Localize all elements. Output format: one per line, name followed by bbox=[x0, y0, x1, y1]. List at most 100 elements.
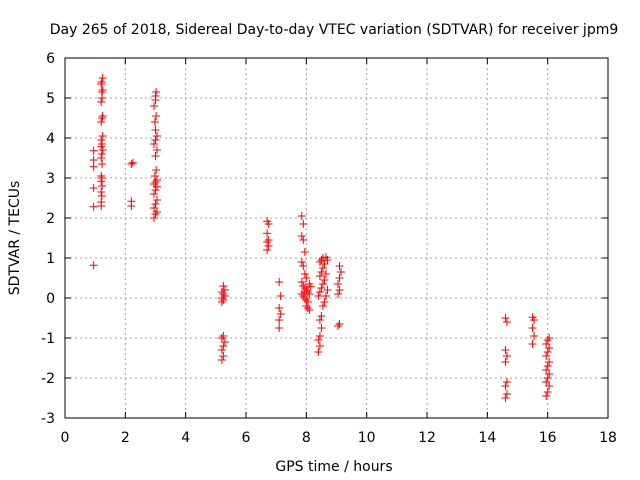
data-point bbox=[276, 310, 285, 318]
data-point bbox=[217, 334, 226, 342]
data-point bbox=[502, 318, 511, 326]
x-tick-label: 10 bbox=[358, 430, 376, 446]
data-point bbox=[97, 174, 106, 182]
chart-title: Day 265 of 2018, Sidereal Day-to-day VTE… bbox=[50, 22, 619, 38]
data-point bbox=[151, 152, 160, 160]
y-tick-label: -2 bbox=[41, 371, 55, 387]
data-point bbox=[300, 270, 309, 278]
data-point bbox=[263, 229, 272, 238]
data-point bbox=[335, 274, 344, 282]
data-point bbox=[320, 298, 329, 306]
data-point bbox=[151, 200, 160, 208]
data-point bbox=[98, 74, 107, 82]
data-point bbox=[501, 358, 510, 366]
data-point bbox=[543, 374, 552, 382]
data-point bbox=[297, 258, 306, 266]
x-tick-label: 16 bbox=[539, 430, 557, 446]
data-point bbox=[317, 268, 326, 276]
data-point bbox=[528, 313, 537, 322]
data-point bbox=[303, 304, 312, 312]
gridlines bbox=[65, 58, 608, 418]
data-point bbox=[275, 304, 284, 312]
data-point bbox=[151, 126, 160, 134]
data-point bbox=[151, 92, 160, 100]
data-point bbox=[152, 88, 161, 96]
data-point bbox=[501, 346, 510, 354]
data-point bbox=[97, 172, 106, 180]
data-point bbox=[542, 366, 551, 374]
data-point bbox=[543, 348, 552, 356]
data-point bbox=[98, 140, 107, 148]
data-point bbox=[315, 288, 324, 296]
data-point bbox=[264, 236, 273, 244]
data-point bbox=[314, 336, 323, 344]
data-point bbox=[152, 166, 161, 174]
data-point bbox=[334, 280, 343, 288]
data-point bbox=[98, 182, 107, 190]
data-point bbox=[89, 261, 98, 270]
data-point bbox=[153, 132, 162, 140]
data-point bbox=[150, 172, 159, 180]
x-tick-label: 14 bbox=[478, 430, 496, 446]
data-point bbox=[299, 262, 308, 270]
data-point bbox=[97, 192, 106, 200]
data-point bbox=[97, 188, 106, 196]
data-point bbox=[305, 290, 314, 298]
data-point bbox=[317, 312, 326, 320]
data-point bbox=[89, 184, 98, 192]
x-tick-label: 18 bbox=[599, 430, 617, 446]
data-point bbox=[545, 358, 554, 366]
data-point bbox=[151, 186, 160, 194]
x-tick-label: 12 bbox=[418, 430, 436, 446]
data-point bbox=[334, 322, 343, 330]
data-point bbox=[315, 342, 324, 350]
data-point bbox=[335, 320, 344, 328]
y-axis-label: SDTVAR / TECUs bbox=[7, 181, 23, 296]
data-point bbox=[318, 264, 327, 272]
data-point bbox=[98, 146, 107, 154]
data-point bbox=[542, 352, 551, 360]
y-tick-label: 4 bbox=[46, 131, 55, 147]
data-point bbox=[98, 160, 107, 168]
data-point bbox=[542, 392, 551, 400]
data-point bbox=[275, 324, 284, 332]
data-point bbox=[337, 268, 346, 276]
data-point bbox=[97, 80, 106, 88]
data-point bbox=[153, 196, 162, 204]
plot-frame bbox=[64, 57, 609, 419]
data-point bbox=[335, 286, 344, 294]
data-point bbox=[320, 276, 329, 284]
x-tick-label: 4 bbox=[181, 430, 190, 446]
data-point bbox=[127, 197, 136, 206]
data-point bbox=[151, 210, 160, 218]
x-tick-label: 6 bbox=[242, 430, 251, 446]
y-tick-label: 5 bbox=[46, 91, 55, 107]
data-point bbox=[275, 316, 284, 324]
data-points bbox=[89, 74, 554, 402]
data-point bbox=[321, 292, 330, 300]
x-tick-label: 0 bbox=[61, 430, 70, 446]
y-tick-label: -1 bbox=[41, 331, 55, 347]
data-point bbox=[299, 236, 308, 244]
data-point bbox=[149, 102, 158, 110]
data-point bbox=[89, 146, 98, 155]
data-point bbox=[528, 324, 537, 332]
data-point bbox=[97, 198, 106, 206]
data-point bbox=[153, 146, 162, 154]
data-point bbox=[219, 332, 228, 340]
data-point bbox=[149, 190, 158, 198]
data-point bbox=[323, 286, 332, 294]
y-tick-label: 2 bbox=[46, 211, 55, 227]
data-point bbox=[263, 217, 272, 226]
data-point bbox=[97, 98, 106, 106]
data-point bbox=[318, 302, 327, 310]
data-point bbox=[321, 270, 330, 278]
data-point bbox=[89, 162, 98, 171]
data-point bbox=[153, 176, 162, 184]
data-point bbox=[152, 112, 161, 120]
data-point bbox=[300, 288, 309, 296]
x-axis-label: GPS time / hours bbox=[275, 459, 392, 475]
data-point bbox=[334, 290, 343, 298]
data-point bbox=[501, 394, 510, 402]
